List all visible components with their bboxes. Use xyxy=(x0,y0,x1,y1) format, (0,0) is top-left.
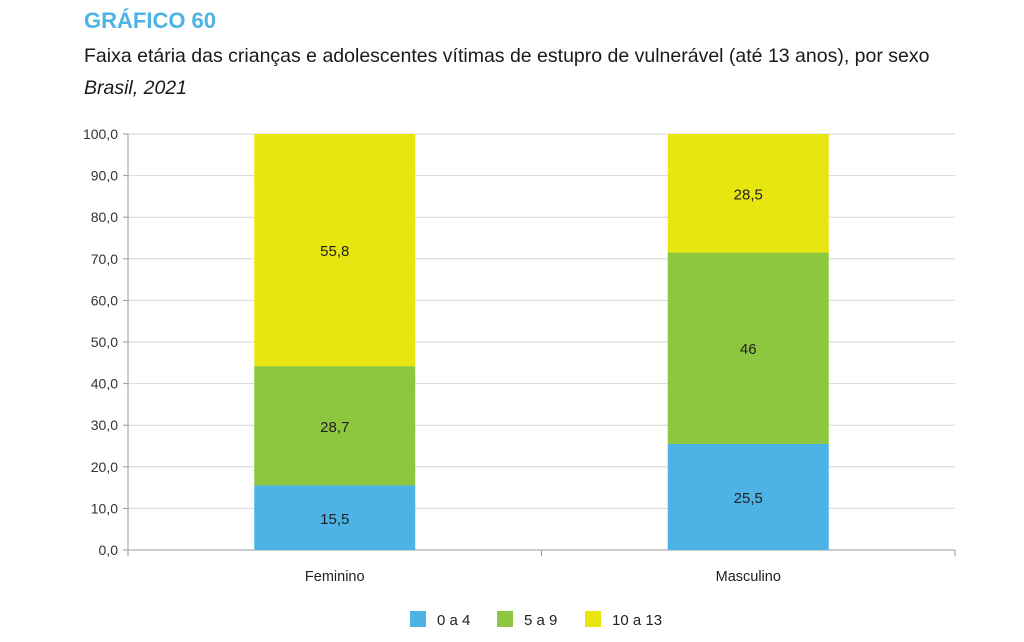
y-tick-label: 90,0 xyxy=(91,168,118,184)
y-tick-label: 10,0 xyxy=(91,500,118,516)
y-tick-label: 60,0 xyxy=(91,292,118,308)
data-label: 28,5 xyxy=(734,186,763,203)
legend-label: 10 a 13 xyxy=(612,612,662,629)
y-tick-label: 50,0 xyxy=(91,334,118,350)
data-label: 15,5 xyxy=(320,511,349,528)
chart-label: GRÁFICO 60 xyxy=(84,8,217,33)
y-tick-label: 100,0 xyxy=(83,126,118,142)
y-tick-label: 70,0 xyxy=(91,251,118,267)
data-label: 25,5 xyxy=(734,490,763,507)
legend-label: 0 a 4 xyxy=(437,612,470,629)
y-tick-label: 80,0 xyxy=(91,209,118,225)
y-tick-label: 20,0 xyxy=(91,459,118,475)
bar-segment xyxy=(667,252,829,444)
data-label: 55,8 xyxy=(320,243,349,260)
chart-subtitle: Brasil, 2021 xyxy=(84,77,187,99)
bar-segment xyxy=(667,134,829,253)
bar-segment xyxy=(254,134,416,367)
x-category-label: Masculino xyxy=(716,569,781,585)
bar-segment xyxy=(667,443,829,550)
y-tick-label: 30,0 xyxy=(91,417,118,433)
legend-label: 5 a 9 xyxy=(524,612,557,629)
y-tick-label: 40,0 xyxy=(91,376,118,392)
chart-title: Faixa etária das crianças e adolescentes… xyxy=(84,45,930,67)
x-category-label: Feminino xyxy=(305,569,365,585)
legend-swatch xyxy=(497,611,513,627)
legend-swatch xyxy=(585,611,601,627)
data-label: 46 xyxy=(740,341,757,358)
bar-segment xyxy=(254,485,416,550)
data-label: 28,7 xyxy=(320,419,349,436)
legend-swatch xyxy=(410,611,426,627)
y-tick-label: 0,0 xyxy=(99,542,119,558)
bar-segment xyxy=(254,366,416,486)
